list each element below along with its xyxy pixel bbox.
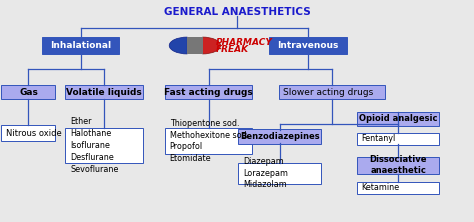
FancyBboxPatch shape xyxy=(279,85,385,99)
FancyBboxPatch shape xyxy=(65,85,143,99)
FancyBboxPatch shape xyxy=(238,163,321,184)
Text: Fentanyl: Fentanyl xyxy=(362,134,396,143)
FancyBboxPatch shape xyxy=(165,128,252,154)
Text: GENERAL ANAESTHETICS: GENERAL ANAESTHETICS xyxy=(164,7,310,17)
FancyBboxPatch shape xyxy=(165,85,252,99)
Text: Gas: Gas xyxy=(19,88,38,97)
FancyBboxPatch shape xyxy=(269,37,347,54)
FancyBboxPatch shape xyxy=(357,157,439,174)
Text: PHARMACY: PHARMACY xyxy=(216,38,273,47)
FancyBboxPatch shape xyxy=(42,37,119,54)
Text: Benzodiazepines: Benzodiazepines xyxy=(240,132,319,141)
Wedge shape xyxy=(202,37,220,54)
Bar xyxy=(187,37,202,54)
FancyBboxPatch shape xyxy=(357,112,439,126)
Text: FREAK: FREAK xyxy=(216,46,249,54)
FancyBboxPatch shape xyxy=(357,133,439,145)
Text: Dissociative
anaesthetic: Dissociative anaesthetic xyxy=(369,155,427,175)
FancyBboxPatch shape xyxy=(238,129,321,144)
Text: Intravenous: Intravenous xyxy=(277,41,339,50)
Text: Diazepam
Lorazepam
Midazolam: Diazepam Lorazepam Midazolam xyxy=(243,157,288,189)
Text: Ketamine: Ketamine xyxy=(362,183,400,192)
Text: Volatile liquids: Volatile liquids xyxy=(66,88,142,97)
Text: Nitrous oxide: Nitrous oxide xyxy=(6,129,62,138)
Text: Thiopentone sod.
Methohexitone sod.
Propofol
Etomidate: Thiopentone sod. Methohexitone sod. Prop… xyxy=(170,119,249,163)
FancyBboxPatch shape xyxy=(65,128,143,163)
Text: Inhalational: Inhalational xyxy=(50,41,111,50)
Text: Fast acting drugs: Fast acting drugs xyxy=(164,88,253,97)
Wedge shape xyxy=(169,37,187,54)
Text: Slower acting drugs: Slower acting drugs xyxy=(283,88,374,97)
Text: Opioid analgesic: Opioid analgesic xyxy=(359,114,438,123)
FancyBboxPatch shape xyxy=(1,125,55,141)
FancyBboxPatch shape xyxy=(357,182,439,194)
FancyBboxPatch shape xyxy=(1,85,55,99)
Text: Ether
Halothane
Isoflurane
Desflurane
Sevoflurane: Ether Halothane Isoflurane Desflurane Se… xyxy=(70,117,118,174)
